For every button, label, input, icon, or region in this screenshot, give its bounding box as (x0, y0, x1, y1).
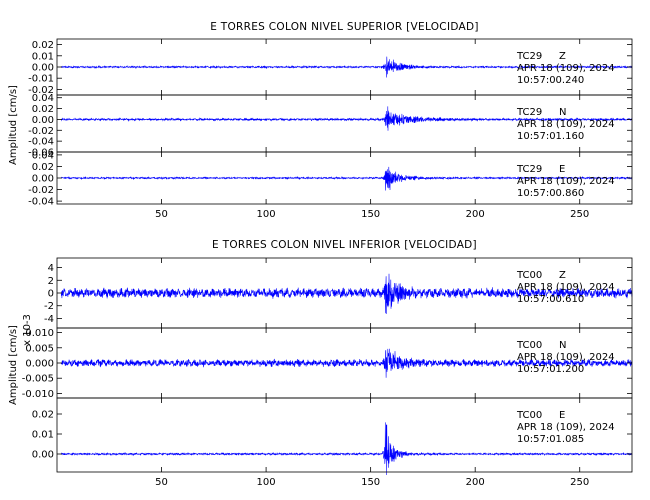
station-code: TC29 (516, 107, 542, 118)
y-tick-label: 0.04 (32, 93, 54, 104)
record-time: 10:57:00.240 (517, 75, 584, 86)
y-tick-label: 0.02 (32, 40, 54, 51)
record-time: 10:57:00.610 (517, 294, 584, 305)
y-tick-label: -2 (44, 301, 54, 312)
y-tick-label: -0.02 (28, 126, 54, 137)
waveform-trace (60, 166, 633, 191)
y-tick-label: 0.00 (32, 63, 54, 74)
record-time: 10:57:01.085 (517, 434, 584, 445)
record-date: APR 18 (109), 2024 (517, 422, 615, 433)
component-code: N (559, 107, 566, 118)
y-tick-label: 0.02 (32, 410, 54, 421)
y-tick-label: 0.02 (32, 162, 54, 173)
x-tick-label: 100 (257, 209, 276, 220)
waveform-trace (60, 56, 633, 78)
component-code: Z (559, 51, 566, 62)
y-tick-label: 0.00 (32, 450, 54, 461)
y-tick-label: -0.06 (28, 148, 54, 159)
y-tick-label: 4 (48, 263, 54, 274)
y-tick-label: 0.01 (32, 51, 54, 62)
y-tick-label: -0.005 (22, 374, 54, 385)
x-tick-label: 150 (361, 477, 380, 488)
station-code: TC00 (516, 410, 542, 421)
y-tick-label: 2 (48, 276, 54, 287)
y-axis-label: Amplitud [cm/s] (8, 325, 19, 405)
y-tick-label: -0.04 (28, 137, 54, 148)
y-tick-label: 0.04 (32, 150, 54, 161)
component-code: E (559, 410, 565, 421)
y-tick-label: -0.04 (28, 197, 54, 208)
component-code: N (559, 340, 566, 351)
chart-title: E TORRES COLON NIVEL SUPERIOR [VELOCIDAD… (210, 21, 479, 33)
record-date: APR 18 (109), 2024 (517, 63, 615, 74)
record-date: APR 18 (109), 2024 (517, 176, 615, 187)
x-tick-label: 250 (570, 209, 589, 220)
waveform-trace (60, 106, 633, 131)
waveform-trace (60, 348, 633, 378)
x-tick-label: 250 (570, 477, 589, 488)
y-tick-label: -4 (44, 314, 54, 325)
component-code: E (559, 164, 565, 175)
y-tick-label: 0.00 (32, 115, 54, 126)
chart-title: E TORRES COLON NIVEL INFERIOR [VELOCIDAD… (212, 239, 477, 251)
x-tick-label: 50 (155, 209, 168, 220)
x-tick-label: 200 (466, 477, 485, 488)
y-tick-label: 0 (48, 289, 54, 300)
panel-frame (56, 397, 633, 473)
x-tick-label: 150 (361, 209, 380, 220)
y-tick-label: -0.01 (28, 74, 54, 85)
waveform-trace (60, 273, 633, 314)
y-tick-label: 0.00 (32, 174, 54, 185)
y-tick-label: 0.01 (32, 430, 54, 441)
component-code: Z (559, 270, 566, 281)
y-scale-label: x 10-3 (22, 314, 33, 346)
station-code: TC29 (516, 164, 542, 175)
y-tick-label: 0.000 (25, 359, 54, 370)
record-date: APR 18 (109), 2024 (517, 119, 615, 130)
record-date: APR 18 (109), 2024 (517, 282, 615, 293)
record-date: APR 18 (109), 2024 (517, 352, 615, 363)
y-axis-label: Amplitud [cm/s] (8, 85, 19, 165)
y-tick-label: 0.010 (25, 328, 54, 339)
x-tick-label: 100 (257, 477, 276, 488)
station-code: TC00 (516, 270, 542, 281)
record-time: 10:57:01.200 (517, 364, 584, 375)
record-time: 10:57:01.160 (517, 131, 584, 142)
waveform-trace (60, 422, 633, 476)
y-tick-label: 0.005 (25, 343, 54, 354)
y-tick-label: -0.02 (28, 85, 54, 96)
x-tick-label: 200 (466, 209, 485, 220)
y-tick-label: -0.02 (28, 185, 54, 196)
x-tick-label: 50 (155, 477, 168, 488)
station-code: TC29 (516, 51, 542, 62)
y-tick-label: -0.010 (22, 389, 54, 400)
station-code: TC00 (516, 340, 542, 351)
y-tick-label: 0.02 (32, 104, 54, 115)
record-time: 10:57:00.860 (517, 188, 584, 199)
